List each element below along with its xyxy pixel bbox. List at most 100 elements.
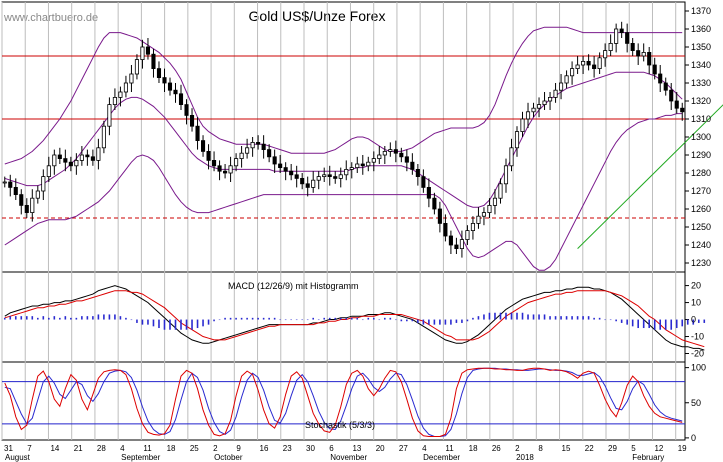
macd-histogram-bar bbox=[86, 316, 89, 320]
macd-histogram-bar bbox=[202, 319, 204, 327]
macd-histogram-bar bbox=[262, 317, 265, 320]
x-tick-label: 16 bbox=[260, 444, 269, 453]
macd-histogram-bar bbox=[538, 314, 540, 320]
candle-body bbox=[13, 186, 18, 195]
candle-body bbox=[647, 52, 652, 66]
candle-body bbox=[68, 161, 73, 167]
macd-histogram-bar bbox=[317, 319, 320, 321]
x-tick-label: 18 bbox=[167, 444, 176, 453]
x-tick-label: 19 bbox=[678, 444, 687, 453]
x-tick-label: 15 bbox=[562, 444, 571, 453]
macd-histogram-bar bbox=[213, 319, 215, 322]
month-label: October bbox=[214, 453, 243, 462]
x-tick-label: 12 bbox=[654, 444, 663, 453]
candle-body bbox=[603, 50, 608, 59]
month-label: November bbox=[330, 453, 367, 462]
macd-histogram-bar bbox=[290, 319, 292, 321]
macd-histogram-bar bbox=[411, 319, 414, 322]
macd-histogram-bar bbox=[648, 319, 650, 329]
candle-body bbox=[112, 97, 117, 106]
x-tick-label: 31 bbox=[4, 444, 13, 453]
candle-body bbox=[8, 181, 13, 188]
candle-body bbox=[333, 176, 338, 179]
macd-histogram-bar bbox=[664, 319, 667, 330]
price-y-label: 1290 bbox=[691, 150, 711, 160]
candle-body bbox=[432, 197, 437, 210]
candle-body bbox=[327, 174, 332, 178]
macd-histogram-bar bbox=[48, 317, 50, 320]
macd-histogram-bar bbox=[477, 316, 480, 320]
candle-body bbox=[57, 154, 62, 159]
macd-histogram-bar bbox=[395, 319, 397, 321]
candle-body bbox=[74, 159, 79, 167]
macd-histogram-bar bbox=[163, 319, 166, 330]
macd-histogram-bar bbox=[97, 314, 100, 320]
x-tick-label: 25 bbox=[190, 444, 199, 453]
candle-body bbox=[316, 176, 321, 181]
macd-label: MACD (12/26/9) mit Histogramm bbox=[228, 281, 359, 291]
macd-histogram-bar bbox=[587, 316, 590, 320]
candle-body bbox=[234, 158, 239, 167]
candle-body bbox=[581, 61, 586, 66]
macd-histogram-bar bbox=[191, 319, 193, 330]
candle-body bbox=[669, 89, 674, 102]
macd-histogram-bar bbox=[384, 317, 386, 320]
month-label: 2018 bbox=[516, 453, 534, 462]
macd-histogram-bar bbox=[372, 317, 375, 320]
candle-body bbox=[487, 204, 492, 213]
macd-histogram-bar bbox=[103, 314, 105, 320]
candle-body bbox=[559, 82, 564, 91]
candle-body bbox=[448, 235, 453, 246]
month-label: August bbox=[5, 453, 31, 462]
macd-histogram-bar bbox=[433, 319, 436, 325]
candle-body bbox=[492, 197, 498, 206]
candle-body bbox=[509, 147, 514, 167]
x-tick-label: 4 bbox=[120, 444, 125, 453]
price-y-label: 1250 bbox=[691, 222, 711, 232]
candle-body bbox=[322, 174, 327, 178]
candle-body bbox=[525, 111, 531, 120]
macd-histogram-bar bbox=[279, 319, 281, 321]
macd-histogram-bar bbox=[323, 317, 326, 320]
macd-histogram-bar bbox=[130, 319, 133, 321]
macd-histogram-bar bbox=[461, 319, 463, 323]
macd-histogram-bar bbox=[439, 319, 441, 325]
macd-histogram-bar bbox=[637, 319, 639, 329]
x-tick-label: 4 bbox=[422, 444, 427, 453]
price-y-label: 1310 bbox=[691, 114, 711, 124]
candle-body bbox=[167, 82, 173, 91]
macd-histogram-bar bbox=[543, 314, 546, 320]
x-tick-label: 14 bbox=[50, 444, 59, 453]
macd-histogram-bar bbox=[196, 319, 199, 329]
macd-histogram-bar bbox=[527, 314, 529, 320]
macd-histogram-bar bbox=[14, 316, 17, 320]
macd-histogram-bar bbox=[598, 317, 601, 320]
macd-histogram-bar bbox=[70, 317, 72, 320]
macd-histogram-bar bbox=[174, 319, 177, 330]
macd-histogram-bar bbox=[301, 319, 303, 321]
price-y-label: 1260 bbox=[691, 204, 711, 214]
x-tick-label: 26 bbox=[492, 444, 501, 453]
candle-body bbox=[311, 179, 316, 188]
candle-body bbox=[239, 152, 244, 159]
macd-histogram-bar bbox=[92, 316, 94, 320]
candle-body bbox=[625, 32, 630, 44]
candle-body bbox=[371, 158, 376, 163]
candle-body bbox=[454, 244, 459, 249]
candle-body bbox=[118, 91, 123, 98]
candle-body bbox=[35, 190, 40, 199]
macd-histogram-bar bbox=[350, 317, 353, 320]
candle-body bbox=[156, 68, 162, 78]
candle-body bbox=[366, 161, 371, 167]
macd-histogram-bar bbox=[207, 319, 210, 325]
candle-body bbox=[344, 168, 349, 176]
macd-histogram-bar bbox=[582, 316, 584, 320]
candle-body bbox=[85, 154, 90, 158]
macd-histogram-bar bbox=[37, 317, 39, 320]
candle-body bbox=[542, 100, 547, 105]
x-tick-label: 30 bbox=[306, 444, 315, 453]
macd-histogram-bar bbox=[604, 319, 606, 321]
macd-histogram-bar bbox=[257, 317, 259, 320]
candle-body bbox=[129, 73, 134, 84]
